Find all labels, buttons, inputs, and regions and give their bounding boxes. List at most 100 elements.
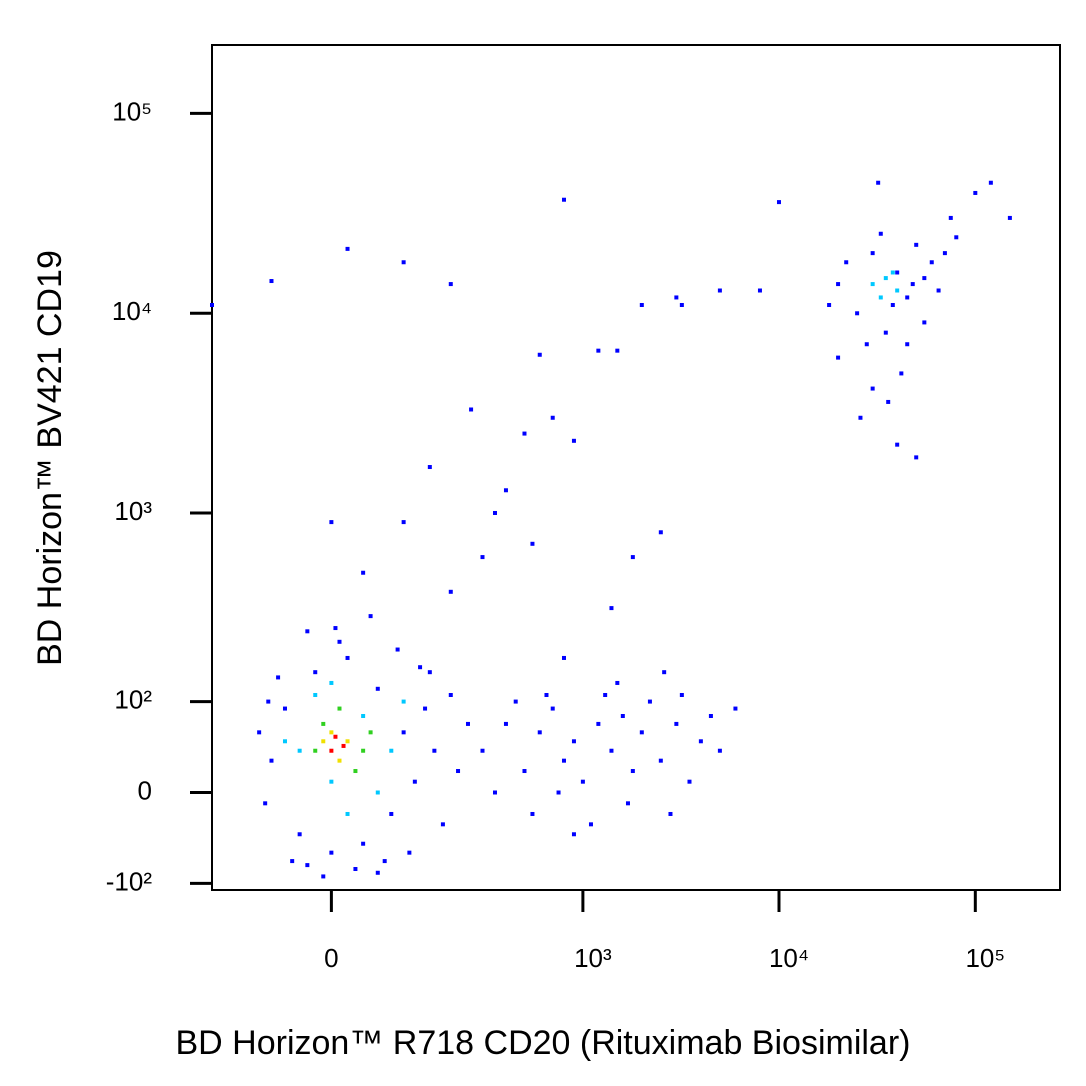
dot (870, 282, 875, 287)
dot (571, 739, 576, 744)
dot (615, 348, 620, 353)
dot (662, 670, 667, 675)
dot (329, 779, 334, 784)
dot (313, 693, 318, 698)
dot (282, 706, 287, 711)
dot (929, 260, 934, 265)
dot (571, 438, 576, 443)
dot (427, 670, 432, 675)
dot (936, 288, 941, 293)
dot (269, 279, 274, 284)
dot (337, 706, 342, 711)
dot (269, 758, 274, 763)
dot (401, 699, 406, 704)
dot (836, 355, 841, 360)
dot (513, 699, 518, 704)
y-tick-label: 10⁵ (112, 96, 152, 126)
dot (337, 639, 342, 644)
dot (321, 721, 326, 726)
dot (588, 822, 593, 827)
dot (914, 455, 919, 460)
dot (639, 730, 644, 735)
dot (423, 706, 428, 711)
dot (596, 721, 601, 726)
dot (561, 758, 566, 763)
dot (883, 276, 888, 281)
dot (333, 626, 338, 631)
y-tick-label: 10⁴ (112, 296, 152, 326)
dot (910, 282, 915, 287)
dot (353, 769, 358, 774)
dot (625, 801, 630, 806)
dot (382, 859, 387, 864)
dot (297, 748, 302, 753)
dot (329, 748, 334, 753)
dot (375, 790, 380, 795)
dot (522, 431, 527, 436)
dot (297, 832, 302, 837)
dot (561, 197, 566, 202)
dot (448, 282, 453, 287)
dot (401, 730, 406, 735)
dot (418, 665, 423, 670)
dot (876, 180, 881, 185)
dot (609, 748, 614, 753)
dot (954, 235, 959, 240)
dot (658, 530, 663, 535)
dot (345, 655, 350, 660)
dot (321, 739, 326, 744)
dot (550, 415, 555, 420)
dot (375, 870, 380, 875)
dot (890, 270, 895, 275)
x-tick-label: 0 (324, 943, 338, 973)
dot (395, 647, 400, 652)
dot (345, 246, 350, 251)
dot (469, 407, 474, 412)
dot (257, 730, 262, 735)
dot (942, 251, 947, 256)
dot (717, 748, 722, 753)
y-tick-label: -10² (106, 866, 153, 896)
dot (329, 680, 334, 685)
dot (432, 748, 437, 753)
dot (522, 769, 527, 774)
dot (333, 734, 338, 739)
dot (561, 655, 566, 660)
dot (658, 758, 663, 763)
dot (717, 288, 722, 293)
dot (210, 303, 214, 308)
dot (922, 320, 927, 325)
dot (948, 215, 953, 220)
dot (321, 874, 326, 879)
dot (668, 811, 673, 816)
dot (615, 680, 620, 685)
dot (596, 348, 601, 353)
dot (630, 555, 635, 560)
dot (609, 606, 614, 611)
dot (465, 721, 470, 726)
dot (687, 779, 692, 784)
y-tick-label: 10³ (114, 496, 152, 526)
dot (674, 721, 679, 726)
dot (776, 200, 781, 205)
dot (883, 330, 888, 335)
dot (630, 769, 635, 774)
dot (864, 342, 869, 347)
dot (375, 686, 380, 691)
dot (329, 730, 334, 735)
dot (503, 721, 508, 726)
dot (345, 811, 350, 816)
dot (647, 699, 652, 704)
dot (361, 748, 366, 753)
dot (537, 352, 542, 357)
dot (440, 822, 445, 827)
dot (282, 739, 287, 744)
dot (368, 730, 373, 735)
dot (401, 520, 406, 525)
dot (389, 811, 394, 816)
dot (530, 811, 535, 816)
dot (448, 589, 453, 594)
x-tick-label: 10⁴ (769, 943, 809, 973)
dot (305, 629, 310, 634)
dot (878, 295, 883, 300)
